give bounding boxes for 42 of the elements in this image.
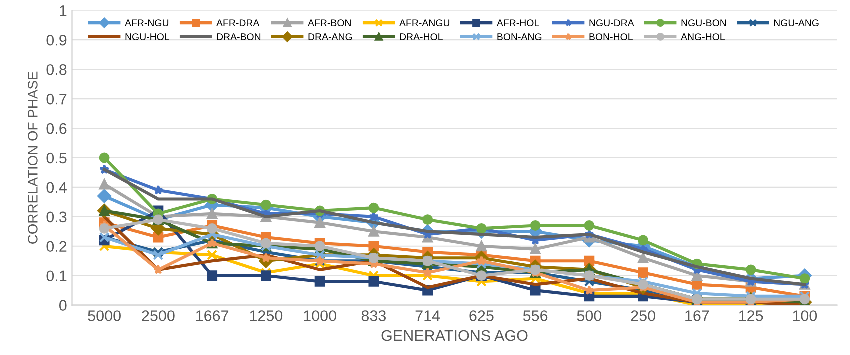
x-axis-title: GENERATIONS AGO — [382, 330, 528, 342]
legend-label: AFR-HOL — [496, 20, 540, 27]
legend-label: AFR-ANGU — [400, 20, 450, 27]
y-tick-label: 0.8 — [46, 64, 67, 76]
y-tick-label: 0.3 — [46, 212, 67, 223]
y-tick-label: 1 — [60, 6, 67, 16]
y-tick-label: 0.7 — [46, 94, 67, 105]
x-tick-label: 625 — [470, 310, 494, 322]
legend-label: DRA-HOL — [400, 34, 443, 40]
legend-label: DRA-BON — [217, 34, 261, 40]
legend-label: AFR-NGU — [125, 20, 169, 27]
legend-label: ANG-HOL — [681, 34, 725, 40]
y-tick-label: 0 — [59, 300, 67, 311]
x-tick-label: 714 — [416, 310, 440, 322]
x-tick-label: 556 — [523, 310, 548, 322]
x-tick-label: 2500 — [142, 310, 175, 322]
x-tick-label: 167 — [686, 310, 710, 322]
legend-label: NGU-DRA — [590, 20, 634, 27]
y-tick-label: 0.4 — [46, 182, 67, 194]
x-tick-label: 1000 — [304, 310, 336, 322]
x-tick-label: 500 — [577, 310, 602, 322]
x-tick-label: 250 — [631, 310, 656, 322]
y-tick-label: 0.1 — [46, 270, 67, 282]
y-axis-title: CORRELATION OF PHASE — [28, 72, 38, 244]
y-tick-label: 0.5 — [46, 152, 67, 164]
y-tick-label: 0.2 — [46, 241, 67, 252]
y-tick-label: 0.6 — [46, 123, 67, 134]
x-tick-label: 5000 — [88, 310, 121, 322]
legend-label: NGU-ANG — [774, 20, 819, 27]
x-tick-label: 100 — [793, 310, 818, 322]
legend-label: BON-ANG — [498, 34, 542, 40]
legend-label: DRA-ANG — [308, 34, 352, 40]
x-tick-label: 1250 — [250, 310, 283, 322]
legend-label: NGU-HOL — [126, 34, 170, 40]
x-tick-label: 1667 — [196, 310, 229, 322]
legend-label: AFR-BON — [308, 20, 351, 27]
x-tick-label: 833 — [362, 310, 386, 322]
y-tick-label: 0.9 — [46, 34, 67, 46]
legend-label: NGU-BON — [682, 20, 726, 27]
legend-label: BON-HOL — [590, 34, 633, 40]
x-tick-label: 125 — [739, 310, 764, 322]
legend-label: AFR-DRA — [216, 20, 260, 26]
